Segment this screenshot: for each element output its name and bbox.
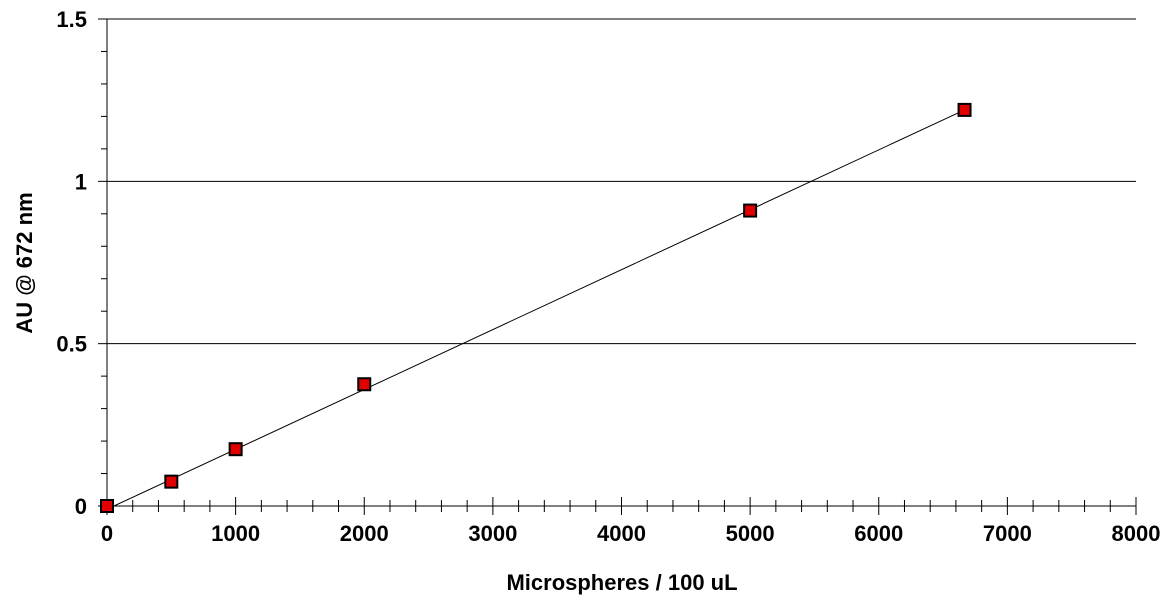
data-point [164,474,179,489]
axes [98,18,1137,515]
x-tick-label: 2000 [340,521,389,546]
y-tick-label: 0 [75,494,87,519]
trendline-group [106,109,965,510]
data-points [100,102,972,513]
gridlines [107,18,1136,345]
data-point [957,102,972,117]
y-axis-title: AU @ 672 nm [12,192,37,333]
x-tick-labels: 0 1000 2000 3000 4000 5000 6000 7000 8000 [101,521,1161,546]
data-point [743,203,758,218]
data-point [357,377,372,392]
x-tick-label: 0 [101,521,113,546]
x-tick-label: 4000 [597,521,646,546]
data-point [100,499,114,513]
y-tick-labels: 0 0.5 1 1.5 [56,7,87,519]
y-tick-label: 0.5 [56,332,87,357]
x-tick-label: 6000 [854,521,903,546]
x-axis-title: Microspheres / 100 uL [506,570,737,595]
trendline [106,109,965,510]
x-tick-label: 8000 [1112,521,1161,546]
x-tick-label: 7000 [983,521,1032,546]
x-tick-label: 3000 [468,521,517,546]
x-tick-label: 1000 [211,521,260,546]
y-tick-label: 1.5 [56,7,87,32]
y-tick-label: 1 [75,169,87,194]
x-tick-label: 5000 [726,521,775,546]
data-point [228,442,243,457]
